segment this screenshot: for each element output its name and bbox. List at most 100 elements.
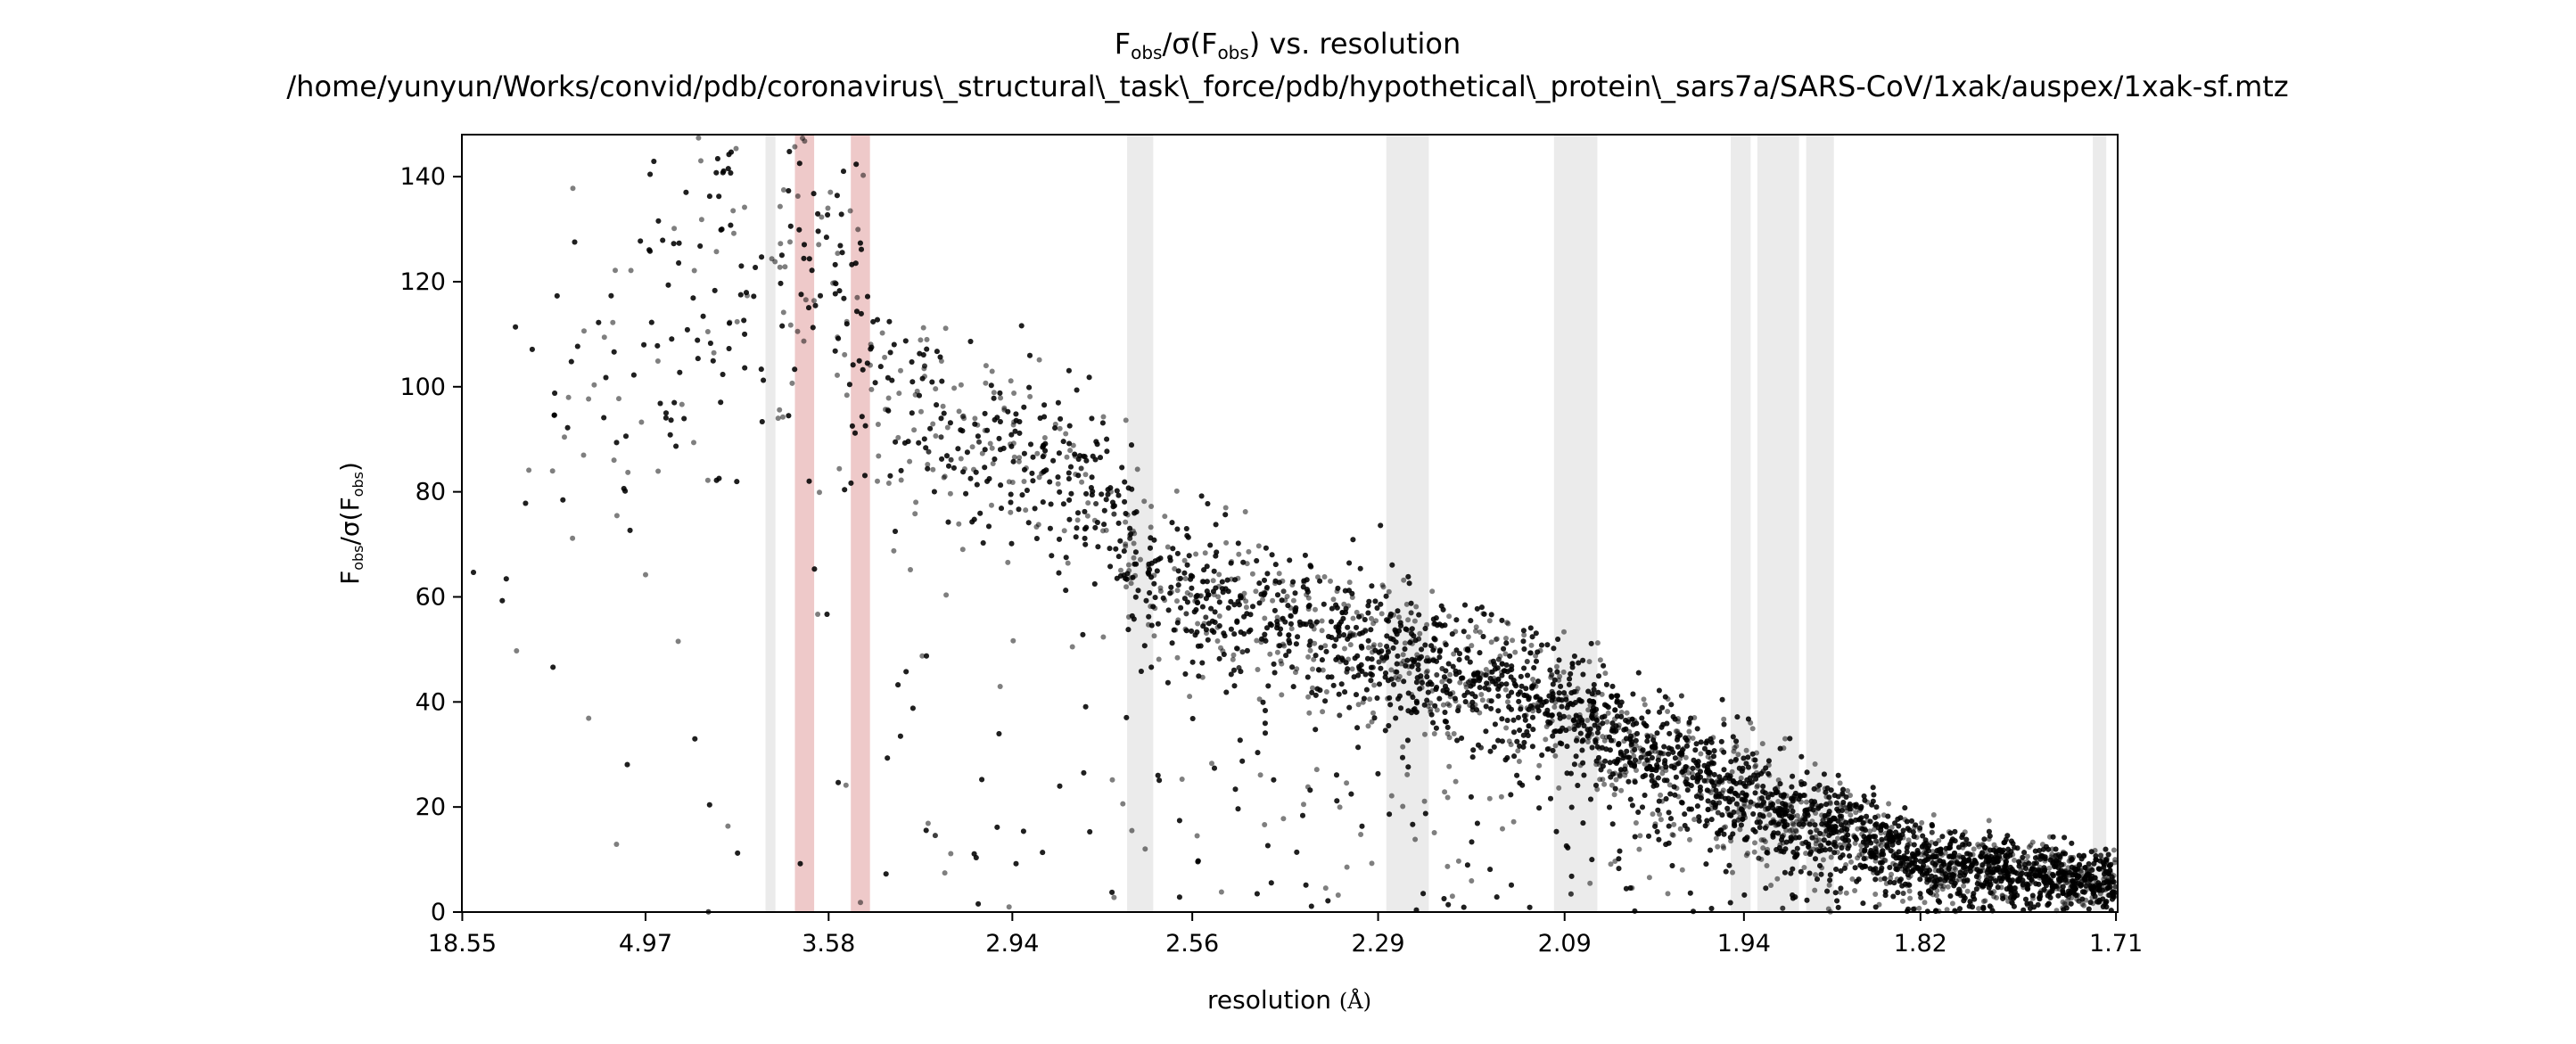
data-point xyxy=(1737,826,1743,833)
data-point xyxy=(2029,839,2036,845)
data-point xyxy=(1713,835,1719,842)
data-point xyxy=(1835,835,1840,842)
data-point xyxy=(1953,867,1959,873)
data-point xyxy=(1964,888,1971,894)
data-point xyxy=(1504,620,1510,626)
data-point xyxy=(1447,671,1453,678)
data-point xyxy=(1367,696,1373,703)
data-point xyxy=(972,415,978,422)
data-point xyxy=(1816,837,1823,843)
data-point xyxy=(777,203,783,210)
data-point xyxy=(1646,875,1652,881)
data-point xyxy=(1129,827,1135,834)
data-point xyxy=(1274,614,1280,621)
data-point xyxy=(794,328,801,334)
data-point xyxy=(787,322,794,328)
data-point xyxy=(1036,357,1042,363)
data-point xyxy=(811,298,817,304)
data-point xyxy=(1594,786,1601,793)
data-point xyxy=(655,468,662,474)
data-point xyxy=(2060,899,2066,905)
data-point xyxy=(1528,642,1535,648)
data-point xyxy=(1010,637,1016,644)
data-point xyxy=(1400,803,1406,810)
data-point xyxy=(959,414,966,420)
data-point xyxy=(1370,710,1376,716)
data-point xyxy=(1961,883,1967,889)
data-point xyxy=(1347,642,1354,648)
data-point xyxy=(1575,686,1581,692)
data-point xyxy=(854,294,860,300)
data-point xyxy=(1930,849,1936,855)
data-point xyxy=(1008,378,1014,384)
data-point xyxy=(1413,604,1420,610)
data-point xyxy=(1554,663,1560,670)
data-point xyxy=(1125,562,1132,568)
data-point xyxy=(983,363,989,369)
data-point xyxy=(944,424,951,431)
data-point xyxy=(885,395,892,401)
data-point xyxy=(1867,828,1873,834)
data-point xyxy=(842,351,848,358)
data-point xyxy=(1079,479,1085,485)
data-point xyxy=(1753,762,1759,769)
data-point xyxy=(1611,792,1617,798)
data-point xyxy=(1406,670,1412,677)
data-point xyxy=(1751,849,1757,855)
data-point xyxy=(1328,578,1333,584)
data-point xyxy=(1428,700,1434,706)
data-point xyxy=(987,440,993,447)
data-point xyxy=(1138,556,1143,563)
data-point xyxy=(1618,787,1625,793)
data-point xyxy=(514,648,520,654)
data-point xyxy=(825,205,831,211)
data-point xyxy=(616,396,621,402)
data-point xyxy=(1658,817,1664,823)
data-point xyxy=(1281,643,1288,649)
data-point xyxy=(1686,728,1692,735)
data-point xyxy=(1064,454,1070,460)
data-point xyxy=(1100,414,1107,420)
data-point xyxy=(1637,833,1643,839)
data-point xyxy=(1016,458,1022,464)
data-point xyxy=(835,251,841,257)
data-point xyxy=(1982,898,1988,904)
data-point xyxy=(1371,682,1378,688)
data-point xyxy=(780,309,786,316)
data-point xyxy=(1199,674,1206,680)
data-point xyxy=(1350,615,1356,621)
data-point xyxy=(1290,597,1296,604)
data-point xyxy=(2111,847,2117,853)
data-point xyxy=(1446,613,1453,620)
data-point xyxy=(1311,656,1317,662)
data-point xyxy=(1457,679,1463,686)
data-point xyxy=(1442,789,1448,795)
data-point xyxy=(1242,509,1248,514)
data-point xyxy=(907,458,913,464)
data-point xyxy=(1256,696,1263,703)
data-point xyxy=(1301,801,1306,808)
data-point xyxy=(1642,702,1648,708)
data-point xyxy=(1182,576,1189,581)
data-point xyxy=(1306,710,1313,716)
data-point xyxy=(1665,709,1671,714)
data-point xyxy=(1355,702,1362,708)
data-point xyxy=(816,242,822,248)
data-point xyxy=(1486,618,1493,624)
data-point xyxy=(1677,826,1683,832)
data-point xyxy=(734,318,740,325)
data-point xyxy=(1323,689,1329,695)
data-point xyxy=(1417,630,1423,637)
data-point xyxy=(625,469,631,475)
data-point xyxy=(1181,557,1188,563)
data-point xyxy=(1216,571,1222,578)
data-point xyxy=(1429,588,1436,595)
data-point xyxy=(2112,884,2119,890)
data-point xyxy=(1878,876,1884,883)
data-point xyxy=(1016,455,1023,461)
data-point xyxy=(1766,812,1773,818)
data-point xyxy=(1120,801,1126,807)
data-point xyxy=(1312,640,1318,646)
data-point xyxy=(586,396,592,402)
data-point xyxy=(1618,710,1625,715)
